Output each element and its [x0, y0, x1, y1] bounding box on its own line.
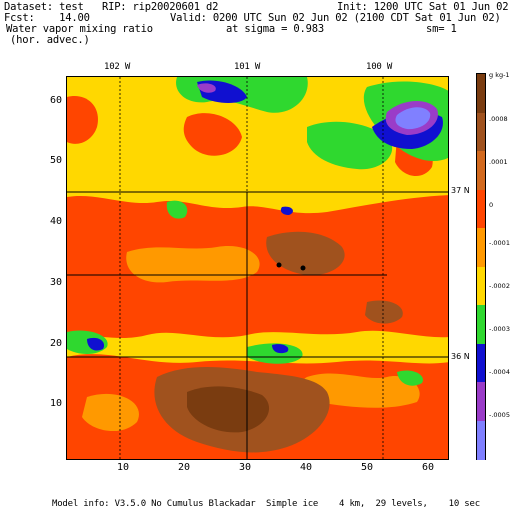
y-tick-40: 40: [50, 216, 63, 227]
colorbar-segment: [477, 382, 485, 421]
colorbar-label-0: .0008: [489, 115, 508, 123]
y-tick-20: 20: [50, 338, 63, 349]
valid-time: Valid: 0200 UTC Sun 02 Jun 02 (2100 CDT …: [170, 12, 501, 24]
field-name: Water vapor mixing ratio: [6, 23, 153, 35]
x-tick-50: 50: [361, 462, 374, 473]
colorbar-label-4: -.0002: [489, 282, 510, 290]
x-tick-40: 40: [300, 462, 313, 473]
init-time: Init: 1200 UTC Sat 01 Jun 02: [337, 1, 509, 13]
lon-label-102w: 102 W: [104, 62, 131, 72]
x-tick-60: 60: [422, 462, 435, 473]
colorbar-segment: [477, 420, 485, 460]
x-tick-10: 10: [117, 462, 130, 473]
x-tick-30: 30: [239, 462, 252, 473]
mixing-ratio-field: [67, 77, 448, 459]
colorbar-label-3: -.0001: [489, 239, 510, 247]
forecast-hour: Fcst: 14.00: [4, 12, 90, 24]
colorbar-segment: [477, 151, 485, 190]
colorbar-label-1: .0001: [489, 158, 508, 166]
map-panel: [66, 76, 449, 460]
y-tick-30: 30: [50, 277, 63, 288]
colorbar-segment: [477, 189, 485, 229]
colorbar-segment: [477, 112, 485, 152]
colorbar-label-6: -.0004: [489, 368, 510, 376]
colorbar-label-5: -.0003: [489, 325, 510, 333]
colorbar-segment: [477, 343, 485, 383]
colorbar-segment: [477, 305, 485, 344]
colorbar-label-2: 0: [489, 201, 494, 209]
model-info: Model info: V3.5.0 No Cumulus Blackadar …: [52, 499, 480, 509]
lat-label-36n: 36 N: [451, 352, 470, 361]
dataset-label: Dataset: test RIP: rip20020601 d2: [4, 1, 219, 13]
y-tick-10: 10: [50, 398, 63, 409]
smoothing: sm= 1: [426, 23, 457, 35]
x-tick-20: 20: [178, 462, 191, 473]
lon-label-101w: 101 W: [234, 62, 261, 72]
lon-label-100w: 100 W: [366, 62, 393, 72]
colorbar: [476, 73, 486, 460]
colorbar-segment: [477, 228, 485, 267]
lat-label-37n: 37 N: [451, 186, 470, 195]
advection-note: (hor. advec.): [10, 34, 90, 46]
colorbar-label-7: -.0005: [489, 411, 510, 419]
colorbar-unit: g kg-1: [489, 71, 510, 79]
y-tick-50: 50: [50, 155, 63, 166]
y-tick-60: 60: [50, 95, 63, 106]
colorbar-segment: [477, 266, 485, 306]
sigma-level: at sigma = 0.983: [226, 23, 324, 35]
colorbar-segment: [477, 74, 485, 113]
